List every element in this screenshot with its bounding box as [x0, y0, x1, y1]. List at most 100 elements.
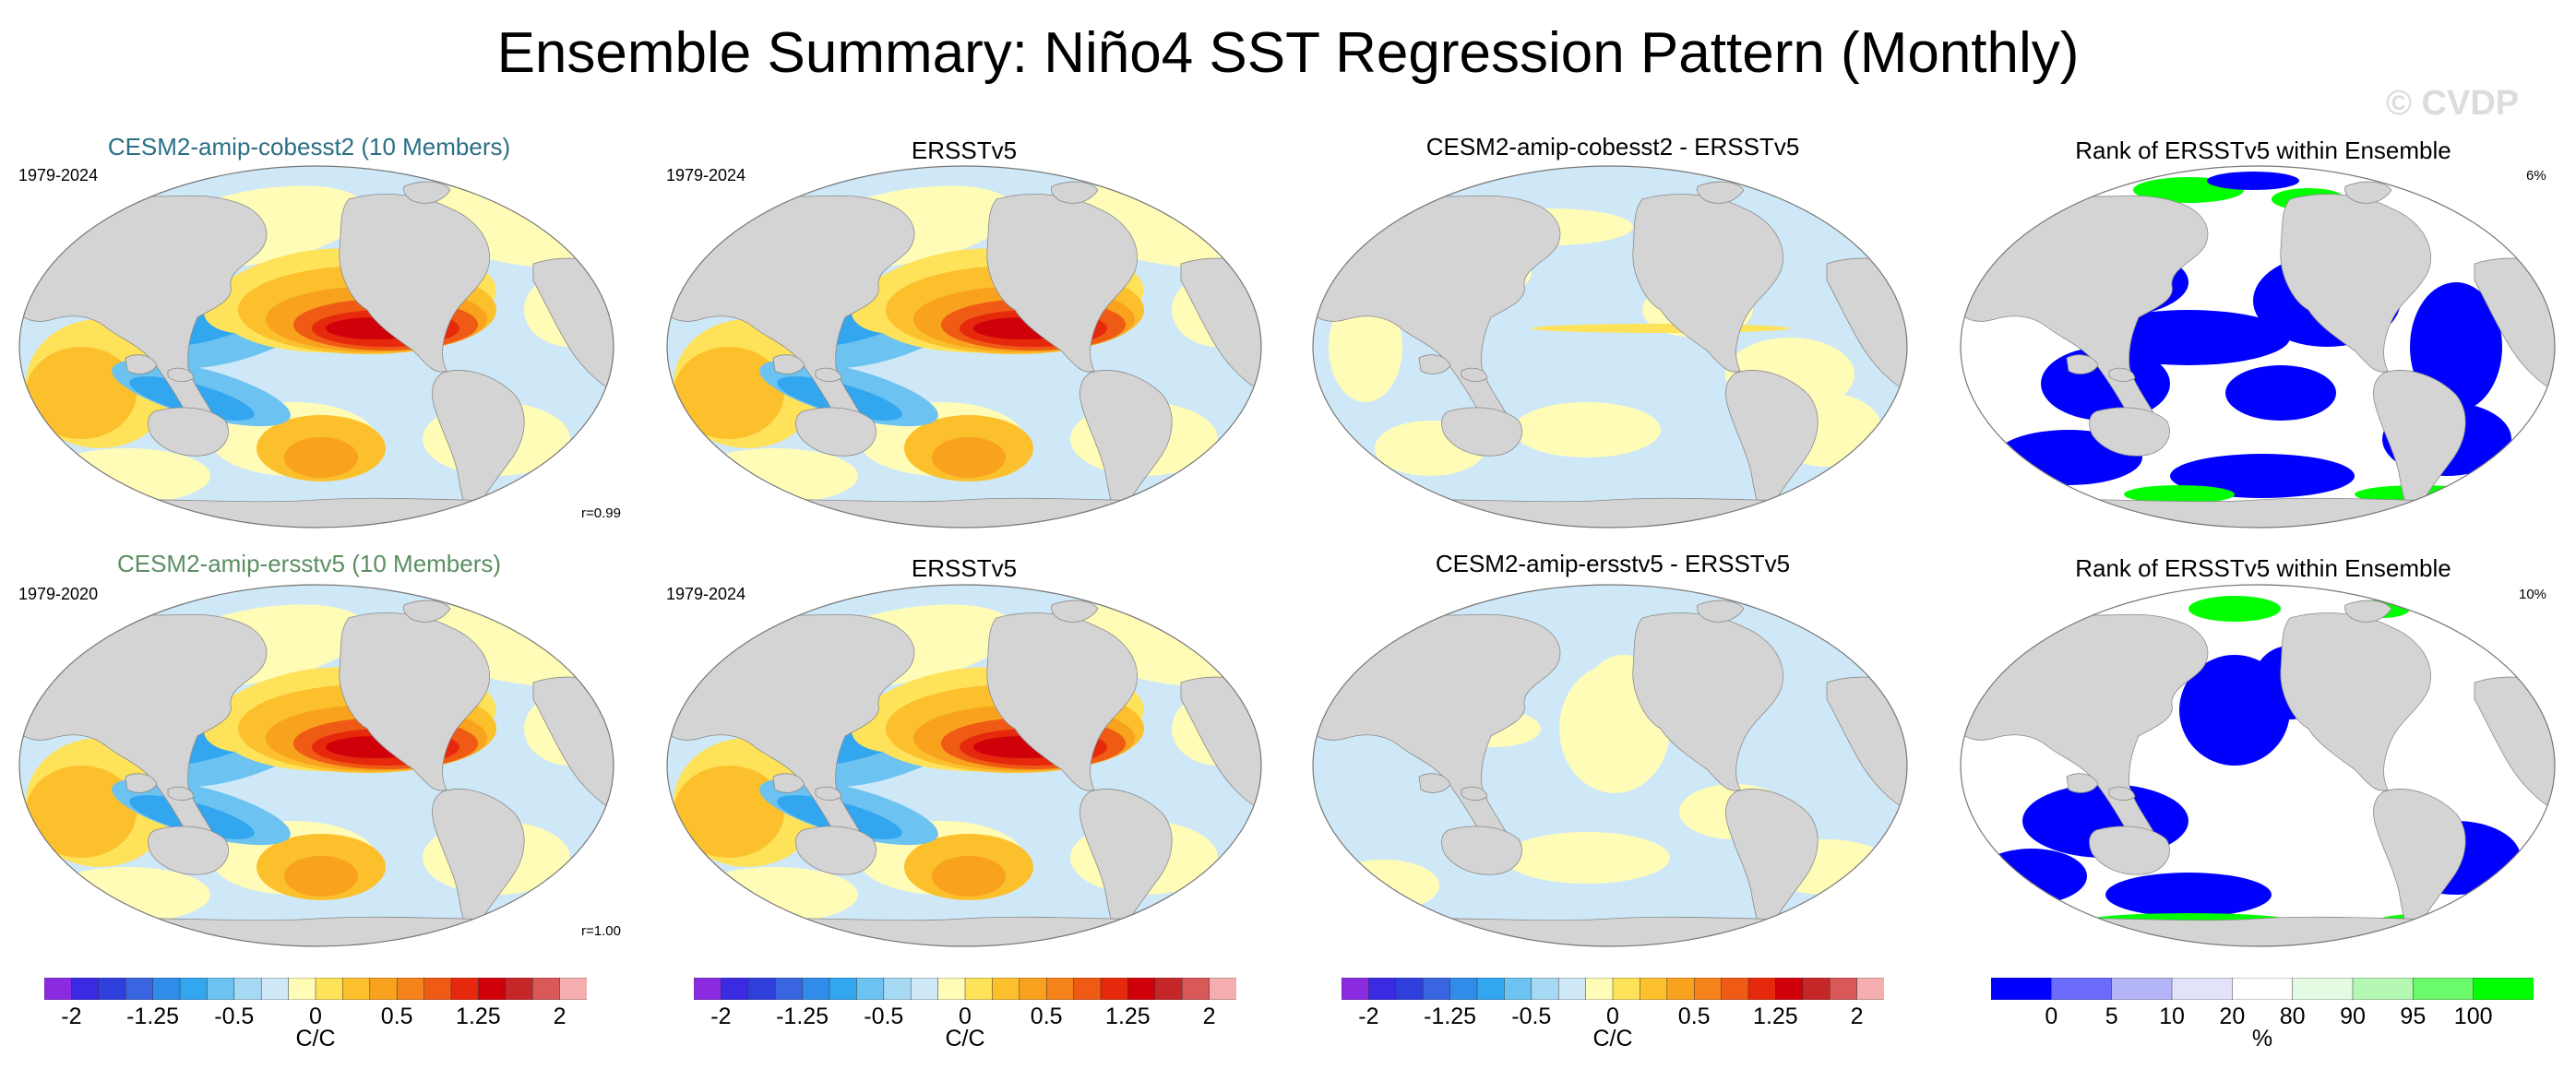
colorbar-2-swatch-13: [1045, 978, 1075, 1000]
land-africa-east-edge: [532, 257, 614, 394]
land-australia: [795, 407, 877, 457]
land-antarctica: [1313, 916, 1907, 946]
colorbar-2-swatch-15: [1100, 978, 1129, 1000]
colorbar-4-swatch-6: [2352, 978, 2415, 1000]
colorbar-2-tick: 0.5: [1030, 1004, 1063, 1029]
colorbar-3-tick: 0.5: [1677, 1004, 1711, 1029]
colorbar-2-swatch-6: [856, 978, 885, 1000]
land-greenland: [403, 181, 451, 204]
land-antarctica: [667, 916, 1261, 946]
panel-title-r1c1: CESM2-amip-cobesst2 (10 Members): [107, 133, 511, 160]
colorbar-3-swatch-19: [1856, 978, 1884, 1000]
colorbar-3-swatch-10: [1612, 978, 1641, 1000]
colorbar-3-swatch-11: [1640, 978, 1668, 1000]
colorbar-1-swatch-10: [315, 978, 344, 1000]
field-contour-4: [1504, 832, 1670, 884]
colorbar-3-tick: 1.25: [1753, 1004, 1798, 1029]
colorbar-4: [1991, 978, 2534, 1000]
field-contour-2: [2087, 310, 2290, 365]
land-africa-europe-asia: [1961, 193, 2209, 432]
panel-title-r2c4: Rank of ERSSTv5 within Ensemble: [2075, 554, 2451, 582]
colorbar-1-swatch-19: [559, 978, 587, 1000]
field-contour-5: [2105, 873, 2272, 917]
colorbar-1-swatch-9: [288, 978, 316, 1000]
colorbar-3-swatch-16: [1775, 978, 1804, 1000]
colorbar-2-swatch-8: [910, 978, 939, 1000]
panel-title-r2c2: ERSSTv5: [911, 554, 1018, 582]
land-africa-europe-asia: [1961, 612, 2209, 850]
colorbar-1-swatch-4: [152, 978, 181, 1000]
field-contour-4: [1513, 402, 1661, 457]
colorbar-2-swatch-11: [992, 978, 1020, 1000]
land-americas-north: [986, 612, 1138, 791]
land-africa-east-edge: [1826, 257, 1907, 394]
colorbar-2-swatch-1: [721, 978, 749, 1000]
map-outline: [1312, 165, 1908, 529]
colorbar-1-units: C/C: [295, 1026, 336, 1051]
map-outline: [1312, 584, 1908, 947]
colorbar-3-swatch-12: [1666, 978, 1695, 1000]
field-contour-10: [692, 448, 858, 504]
map-r1c4: [1960, 165, 2556, 529]
field-contour-10: [44, 448, 210, 504]
colorbar-2-units: C/C: [945, 1026, 985, 1051]
land-africa-east-edge: [2474, 257, 2555, 394]
colorbar-2-tick: 2: [1202, 1004, 1216, 1029]
colorbar-3-tick: -1.25: [1424, 1004, 1477, 1029]
land-australia: [148, 826, 229, 875]
colorbar-1-swatch-11: [342, 978, 371, 1000]
land-africa-east-edge: [1180, 676, 1261, 813]
map-r1c2: [666, 165, 1262, 529]
land-maritime-islands: [772, 354, 842, 382]
land-australia: [795, 826, 877, 875]
colorbar-3-swatch-6: [1504, 978, 1532, 1000]
period-r2c2: 1979-2024: [666, 585, 746, 603]
colorbar-2-tick: 1.25: [1105, 1004, 1151, 1029]
map-r2c2: [666, 584, 1262, 947]
colorbar-3-swatch-4: [1449, 978, 1478, 1000]
land-greenland: [1697, 600, 1745, 623]
colorbar-3-swatch-2: [1395, 978, 1424, 1000]
colorbar-3-tick: 0: [1606, 1004, 1619, 1029]
map-r2c4: [1960, 584, 2556, 947]
field-contour-5: [26, 347, 137, 439]
map-r1c1: [18, 165, 614, 529]
colorbar-1-swatch-13: [396, 978, 425, 1000]
colorbar-4-tick: 20: [2219, 1004, 2246, 1029]
land-antarctica: [1961, 916, 2555, 946]
land-americas-north: [339, 194, 490, 373]
colorbar-2-swatch-5: [829, 978, 858, 1000]
land-maritime-islands: [1418, 773, 1488, 801]
land-australia: [148, 407, 229, 457]
land-africa-east-edge: [532, 676, 614, 813]
colorbar-1-swatch-6: [207, 978, 235, 1000]
field-contour-14: [2207, 172, 2299, 190]
land-greenland: [1051, 600, 1099, 623]
colorbar-3: [1342, 978, 1884, 1000]
percent-r2c4: 10%: [2519, 587, 2547, 602]
land-africa-europe-asia: [1313, 193, 1561, 432]
colorbar-2-swatch-4: [802, 978, 830, 1000]
colorbar-2-swatch-17: [1154, 978, 1183, 1000]
field-contour-6: [1532, 324, 1790, 333]
field-contour-8: [932, 437, 1006, 478]
land-australia: [2089, 407, 2170, 457]
colorbar-2-swatch-3: [774, 978, 804, 1000]
map-r1c3: [1312, 165, 1908, 529]
colorbar-1-swatch-5: [179, 978, 209, 1000]
colorbar-4-units: %: [2251, 1026, 2273, 1051]
land-maritime-islands: [125, 773, 195, 801]
land-africa-europe-asia: [19, 193, 268, 432]
land-australia: [2089, 826, 2170, 875]
colorbar-3-units: C/C: [1592, 1026, 1633, 1051]
colorbar-4-tick: 100: [2453, 1004, 2493, 1029]
colorbar-4-tick: 95: [2400, 1004, 2427, 1029]
field-contour-5: [674, 766, 784, 858]
land-greenland: [1051, 181, 1099, 204]
colorbar-1-swatch-0: [44, 978, 73, 1000]
colorbar-4-tick: 90: [2340, 1004, 2366, 1029]
cvdp-watermark: © CVDP: [2386, 84, 2520, 123]
colorbar-4-swatch-8: [2473, 978, 2534, 1000]
colorbar-3-swatch-1: [1368, 978, 1397, 1000]
colorbar-3-swatch-13: [1693, 978, 1723, 1000]
